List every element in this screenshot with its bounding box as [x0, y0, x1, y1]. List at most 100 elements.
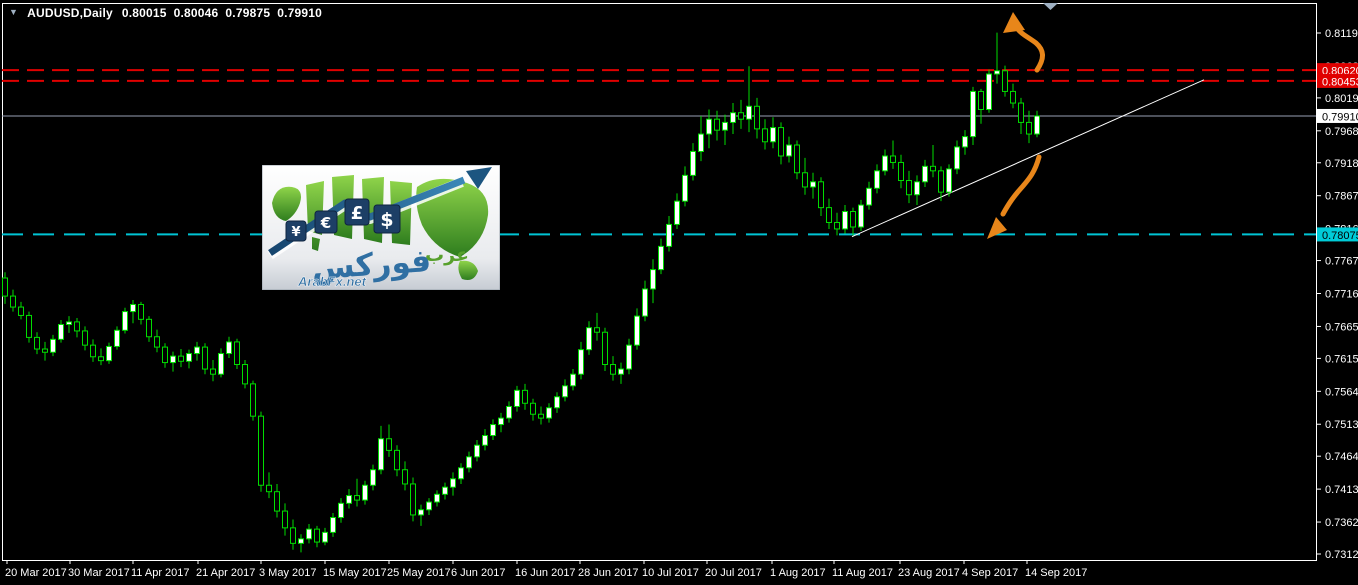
- candle-body: [1010, 90, 1016, 104]
- candle-body: [282, 510, 288, 529]
- candle-body: [698, 133, 704, 152]
- candle-body: [410, 483, 416, 516]
- candle-body: [682, 174, 688, 202]
- chart-title: ▼ AUDUSD,Daily 0.80015 0.80046 0.79875 0…: [9, 6, 322, 20]
- chart-shift-marker[interactable]: [1043, 3, 1058, 10]
- support-line-price-tag-label: 0.78075: [1322, 230, 1358, 242]
- y-axis-label: 0.75135: [1325, 419, 1358, 431]
- candle-body: [258, 415, 264, 486]
- candle-body: [858, 204, 864, 228]
- candle-body: [42, 348, 48, 353]
- candle-body: [442, 486, 448, 495]
- candle-body: [130, 303, 136, 313]
- candle-body: [762, 128, 768, 143]
- candle-body: [834, 221, 840, 230]
- y-axis-label: 0.81195: [1325, 28, 1358, 40]
- candle-body: [530, 402, 536, 415]
- candle-body: [794, 144, 800, 174]
- candle-body: [154, 336, 160, 348]
- logo-site-name: ArabFx.net: [297, 274, 367, 289]
- candle-body: [458, 467, 464, 480]
- candle-body: [866, 187, 872, 206]
- up-arrow[interactable]: [1014, 25, 1045, 73]
- badge-euro: €: [320, 214, 331, 232]
- candle-body: [26, 314, 32, 338]
- high-value: 0.80046: [173, 6, 219, 20]
- up-arrow-head[interactable]: [1003, 12, 1025, 33]
- x-axis-label: 1 Aug 2017: [770, 567, 826, 579]
- close-value: 0.79910: [277, 6, 322, 20]
- support-line-price-tag: [1317, 227, 1358, 242]
- trendline[interactable]: [851, 79, 1205, 238]
- candle-body: [658, 245, 664, 271]
- candle-body: [930, 165, 936, 172]
- x-axis-label: 15 May 2017: [323, 567, 387, 579]
- resistance-upper-price-tag: [1317, 63, 1358, 78]
- candle-body: [418, 509, 424, 516]
- candle-body: [714, 118, 720, 131]
- candle-body: [954, 146, 960, 170]
- candle-body: [810, 181, 816, 188]
- candle-body: [962, 136, 968, 148]
- candle-body: [946, 168, 952, 193]
- candle-body: [346, 495, 352, 504]
- candle-body: [10, 295, 16, 308]
- down-arrow-head[interactable]: [987, 217, 1007, 239]
- candle-body: [498, 417, 504, 426]
- candle-body: [266, 484, 272, 493]
- candle-body: [98, 356, 104, 362]
- badge-pound: £: [351, 203, 364, 224]
- x-axis-label: 20 Jul 2017: [705, 567, 762, 579]
- candle-body: [738, 112, 744, 120]
- candle-body: [50, 338, 56, 353]
- candle-body: [970, 90, 976, 138]
- candle-body: [890, 155, 896, 163]
- x-axis-label: 3 May 2017: [259, 567, 316, 579]
- candle-body: [378, 438, 384, 471]
- x-axis-label: 16 Jun 2017: [515, 567, 576, 579]
- candle-body: [354, 495, 360, 501]
- candle-body: [826, 207, 832, 223]
- candle-body: [818, 181, 824, 209]
- y-axis-label: 0.79185: [1325, 158, 1358, 170]
- current-price-line-price-tag: [1317, 108, 1358, 123]
- candle-body: [466, 456, 472, 469]
- x-axis-label: 23 Aug 2017: [898, 567, 960, 579]
- candle-body: [634, 315, 640, 346]
- candle-body: [474, 444, 480, 458]
- candle-body: [770, 127, 776, 143]
- candle-body: [218, 353, 224, 375]
- symbol-dropdown-icon[interactable]: ▼: [9, 7, 19, 17]
- candle-body: [370, 469, 376, 486]
- candle-body: [722, 121, 728, 131]
- candle-body: [210, 368, 216, 375]
- candle-body: [730, 112, 736, 123]
- candle-body: [66, 321, 72, 325]
- candle-body: [138, 303, 144, 320]
- current-price-line-price-tag-label: 0.79910: [1322, 111, 1358, 123]
- candle-body: [562, 385, 568, 398]
- candle-body: [82, 330, 88, 346]
- candle-body: [1026, 121, 1032, 135]
- candle-body: [394, 449, 400, 471]
- candle-body: [874, 170, 880, 189]
- candle-body: [122, 311, 128, 331]
- candle-body: [242, 364, 248, 385]
- candle-body: [778, 127, 784, 157]
- candle-body: [322, 531, 328, 543]
- down-arrow[interactable]: [1000, 154, 1042, 217]
- candle-body: [754, 105, 760, 130]
- candle-body: [690, 150, 696, 176]
- candle-body: [506, 405, 512, 419]
- candle-body: [978, 90, 984, 111]
- candle-body: [994, 70, 1000, 75]
- candle-body: [314, 528, 320, 543]
- candle-body: [922, 165, 928, 183]
- candle-body: [434, 493, 440, 503]
- candle-body: [74, 321, 80, 332]
- candle-body: [898, 161, 904, 182]
